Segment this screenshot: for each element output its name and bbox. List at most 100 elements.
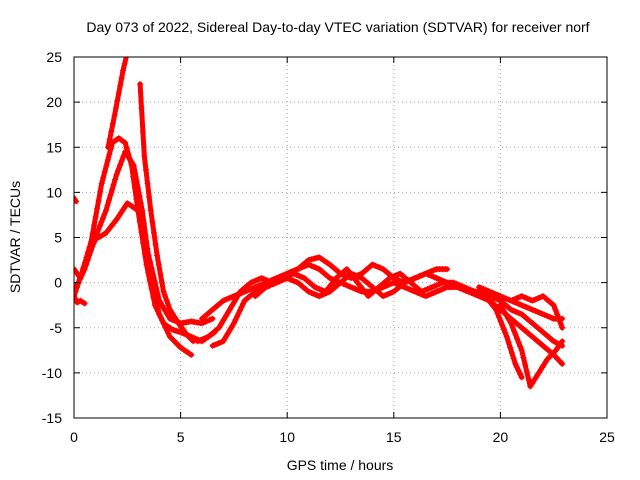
data-point [103,230,108,235]
data-point [560,339,565,344]
data-point [528,384,533,389]
data-point [148,208,153,213]
data-point [178,345,183,350]
data-point [206,334,211,339]
data-point [344,267,349,272]
data-point [509,307,514,312]
data-point [381,267,386,272]
series-track-13 [497,302,566,390]
y-tick-label: -5 [50,320,63,336]
data-point [359,271,364,276]
data-point [125,201,130,206]
data-point [227,307,232,312]
data-point [423,294,428,299]
data-point [519,303,524,308]
data-point [167,316,172,321]
data-point [530,321,535,326]
data-point [259,276,264,281]
data-point [419,289,424,294]
y-tick-label: 0 [54,275,62,291]
data-point [129,163,134,168]
data-point [144,262,149,267]
data-point [138,82,143,87]
data-point [248,280,253,285]
data-point [366,294,371,299]
data-point [413,276,418,281]
data-point [445,280,450,285]
data-point [359,276,364,281]
data-point [509,321,514,326]
data-point [155,253,160,258]
data-point [221,339,226,344]
data-point [381,294,386,299]
data-point [434,289,439,294]
data-point [210,316,215,321]
data-point [114,217,119,222]
data-point [135,208,140,213]
series-markers [137,81,197,345]
x-tick-label: 20 [493,429,509,445]
data-point [312,285,317,290]
data-point [551,303,556,308]
data-point [191,339,196,344]
data-point [210,343,215,348]
data-point [242,298,247,303]
data-point [487,294,492,299]
data-point [317,267,322,272]
x-tick-label: 25 [599,429,615,445]
data-point [498,294,503,299]
data-point [391,276,396,281]
data-point [477,285,482,290]
y-tick-label: 15 [46,139,62,155]
data-point [285,271,290,276]
data-point [519,294,524,299]
data-point [75,300,80,305]
data-point [477,289,482,294]
series-markers [74,196,80,205]
data-point [238,289,243,294]
data-point [116,136,121,141]
y-tick-label: 20 [46,94,62,110]
data-point [519,325,524,330]
data-point [349,285,354,290]
x-axis-label: GPS time / hours [287,457,394,473]
data-point [74,199,79,204]
y-tick-label: -10 [42,365,62,381]
data-point [142,154,147,159]
series-layer [74,57,566,390]
data-point [176,321,181,326]
data-point [157,298,162,303]
data-point [140,208,145,213]
data-point [327,289,332,294]
data-point [106,145,111,150]
data-point [398,271,403,276]
data-point [210,307,215,312]
data-point [413,289,418,294]
series-track-11 [252,254,451,300]
data-point [370,285,375,290]
data-point [112,113,117,118]
data-point [530,334,535,339]
y-tick-label: 5 [54,230,62,246]
data-point [116,91,121,96]
data-point [391,280,396,285]
data-point [541,312,546,317]
data-point [184,332,189,337]
data-point [327,276,332,281]
data-point [199,321,204,326]
data-point [167,307,172,312]
data-point [317,255,322,260]
data-point [167,334,172,339]
data-point [498,298,503,303]
data-point [253,294,258,299]
data-point [253,285,258,290]
series-track-14 [508,293,566,331]
data-point [445,285,450,290]
data-point [114,172,119,177]
data-point [541,343,546,348]
data-point [263,285,268,290]
data-point [551,339,556,344]
data-point [349,276,354,281]
data-point [189,352,194,357]
chart-title: Day 073 of 2022, Sidereal Day-to-day VTE… [86,19,589,35]
